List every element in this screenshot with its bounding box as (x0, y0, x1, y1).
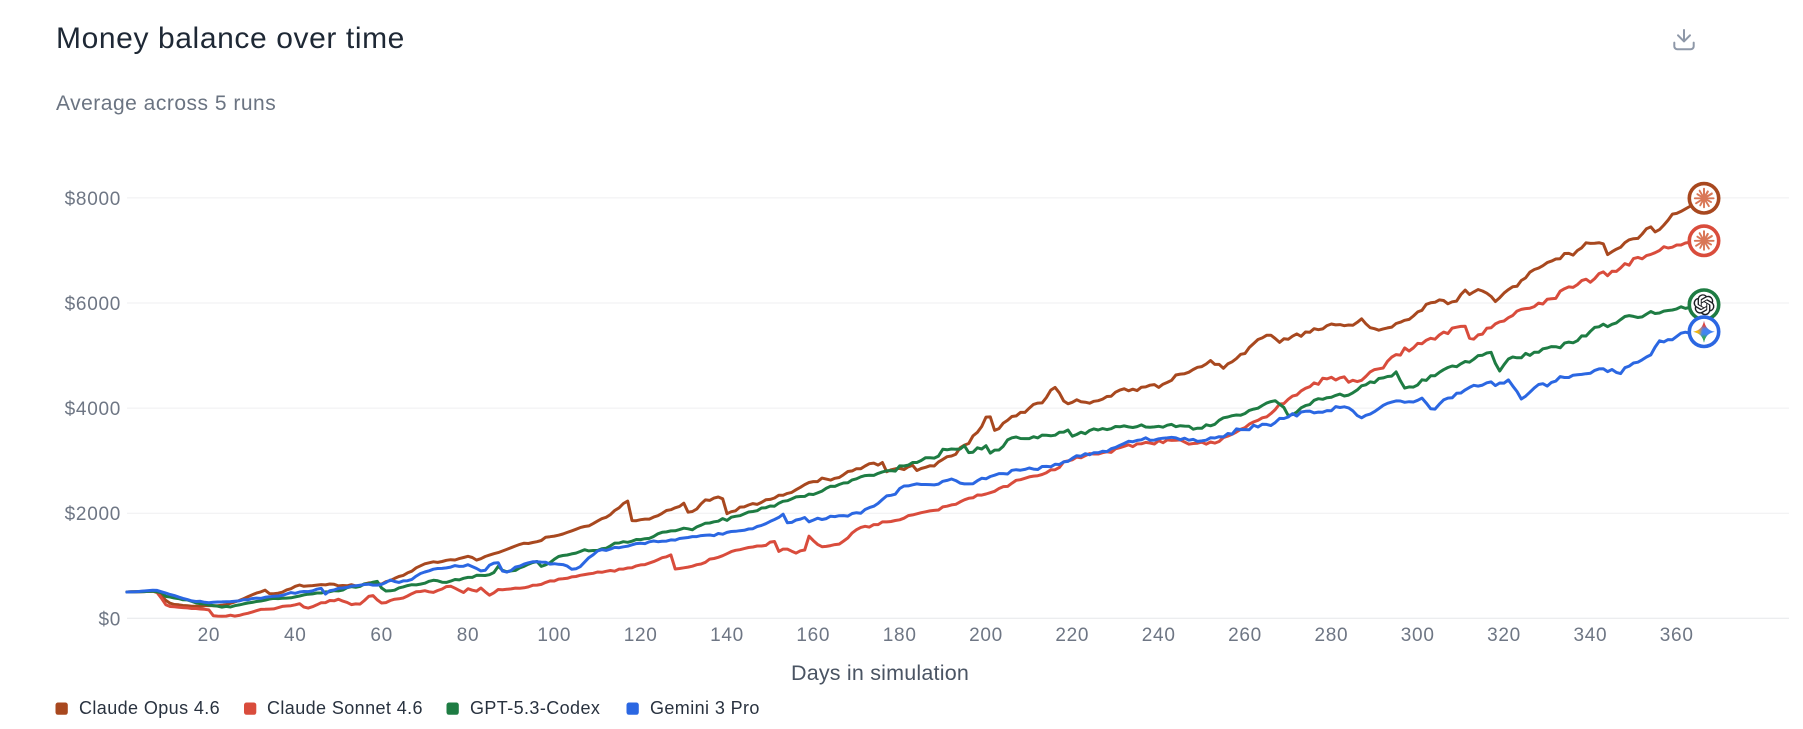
svg-text:200: 200 (969, 625, 1003, 646)
svg-text:$0: $0 (98, 609, 121, 630)
svg-text:100: 100 (537, 625, 571, 646)
svg-text:$8000: $8000 (65, 189, 121, 210)
svg-text:GPT-5.3-Codex: GPT-5.3-Codex (470, 698, 600, 718)
svg-text:Claude Sonnet 4.6: Claude Sonnet 4.6 (267, 698, 423, 718)
svg-text:120: 120 (624, 625, 658, 646)
svg-text:60: 60 (370, 625, 393, 646)
svg-text:Money balance over time: Money balance over time (56, 22, 405, 55)
svg-text:180: 180 (883, 625, 917, 646)
svg-text:320: 320 (1487, 625, 1521, 646)
svg-text:240: 240 (1142, 625, 1176, 646)
svg-text:260: 260 (1228, 625, 1262, 646)
svg-text:Average across 5 runs: Average across 5 runs (56, 92, 276, 115)
svg-text:160: 160 (796, 625, 830, 646)
svg-text:$6000: $6000 (65, 294, 121, 315)
svg-text:340: 340 (1573, 625, 1607, 646)
svg-text:Claude Opus 4.6: Claude Opus 4.6 (79, 698, 220, 718)
svg-text:$2000: $2000 (65, 504, 121, 525)
svg-text:80: 80 (457, 625, 480, 646)
svg-text:140: 140 (710, 625, 744, 646)
svg-text:280: 280 (1314, 625, 1348, 646)
svg-text:Gemini 3 Pro: Gemini 3 Pro (650, 698, 760, 718)
svg-text:40: 40 (284, 625, 307, 646)
svg-text:360: 360 (1660, 625, 1694, 646)
svg-text:220: 220 (1055, 625, 1089, 646)
svg-text:20: 20 (198, 625, 221, 646)
svg-text:$4000: $4000 (65, 399, 121, 420)
svg-text:300: 300 (1401, 625, 1435, 646)
svg-text:Days in simulation: Days in simulation (791, 661, 969, 685)
